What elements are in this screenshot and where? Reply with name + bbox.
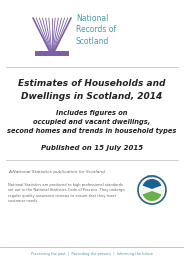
Text: Preserving the past  |  Recording the present  |  Informing the future: Preserving the past | Recording the pres… <box>31 252 153 256</box>
Text: National Statistics are produced to high professional standards
set out in the N: National Statistics are produced to high… <box>8 183 125 203</box>
Wedge shape <box>143 179 161 189</box>
Text: Includes figures on
occupied and vacant dwellings,
second homes and trends in ho: Includes figures on occupied and vacant … <box>7 110 177 134</box>
Circle shape <box>140 178 164 202</box>
Bar <box>35 51 69 56</box>
Text: National
Records of
Scotland: National Records of Scotland <box>76 14 116 46</box>
Wedge shape <box>143 191 161 201</box>
Text: Published on 15 July 2015: Published on 15 July 2015 <box>41 145 143 151</box>
Text: NATIONAL
STATISTICS: NATIONAL STATISTICS <box>146 175 158 178</box>
Text: Estimates of Households and
Dwellings in Scotland, 2014: Estimates of Households and Dwellings in… <box>18 79 166 101</box>
Text: A National Statistics publication for Scotland: A National Statistics publication for Sc… <box>8 170 105 174</box>
